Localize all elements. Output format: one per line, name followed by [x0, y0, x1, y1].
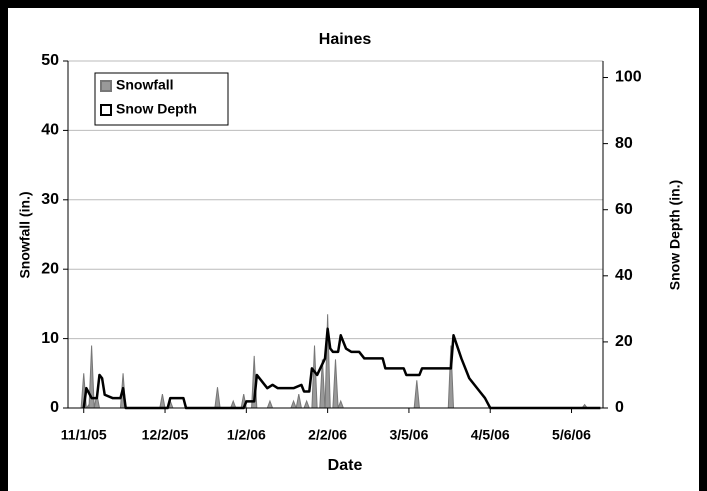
y-tick-label: 40 — [41, 122, 59, 139]
x-tick-label: 4/5/06 — [471, 427, 510, 443]
x-tick-label: 2/2/06 — [308, 427, 347, 443]
legend-swatch — [100, 104, 112, 116]
y-tick-label: 50 — [41, 52, 59, 69]
y-tick-label: 0 — [50, 399, 59, 416]
x-tick-label: 12/2/05 — [142, 427, 189, 443]
y-tick-label: 30 — [41, 191, 59, 208]
y2-tick-label: 0 — [615, 399, 624, 416]
legend-label: Snow Depth — [116, 101, 197, 117]
y2-tick-label: 100 — [615, 69, 642, 86]
y2-tick-label: 40 — [615, 267, 633, 284]
y-tick-label: 10 — [41, 330, 59, 347]
y2-tick-label: 60 — [615, 201, 633, 218]
snow-depth-line — [82, 327, 601, 410]
x-axis-label: Date — [328, 457, 363, 474]
legend-label: Snowfall — [116, 77, 174, 93]
y2-axis-label: Snow Depth (in.) — [667, 180, 683, 290]
legend-swatch — [100, 80, 112, 92]
y-axis-label: Snowfall (in.) — [17, 191, 33, 278]
y2-tick-label: 20 — [615, 333, 633, 350]
legend-box — [94, 72, 229, 126]
y-tick-label: 20 — [41, 260, 59, 277]
x-tick-label: 11/1/05 — [61, 427, 107, 443]
x-tick-label: 3/5/06 — [389, 427, 428, 443]
x-tick-label: 5/6/06 — [552, 427, 591, 443]
chart-title: Haines — [319, 31, 372, 48]
x-tick-label: 1/2/06 — [227, 427, 266, 443]
y2-tick-label: 80 — [615, 135, 633, 152]
